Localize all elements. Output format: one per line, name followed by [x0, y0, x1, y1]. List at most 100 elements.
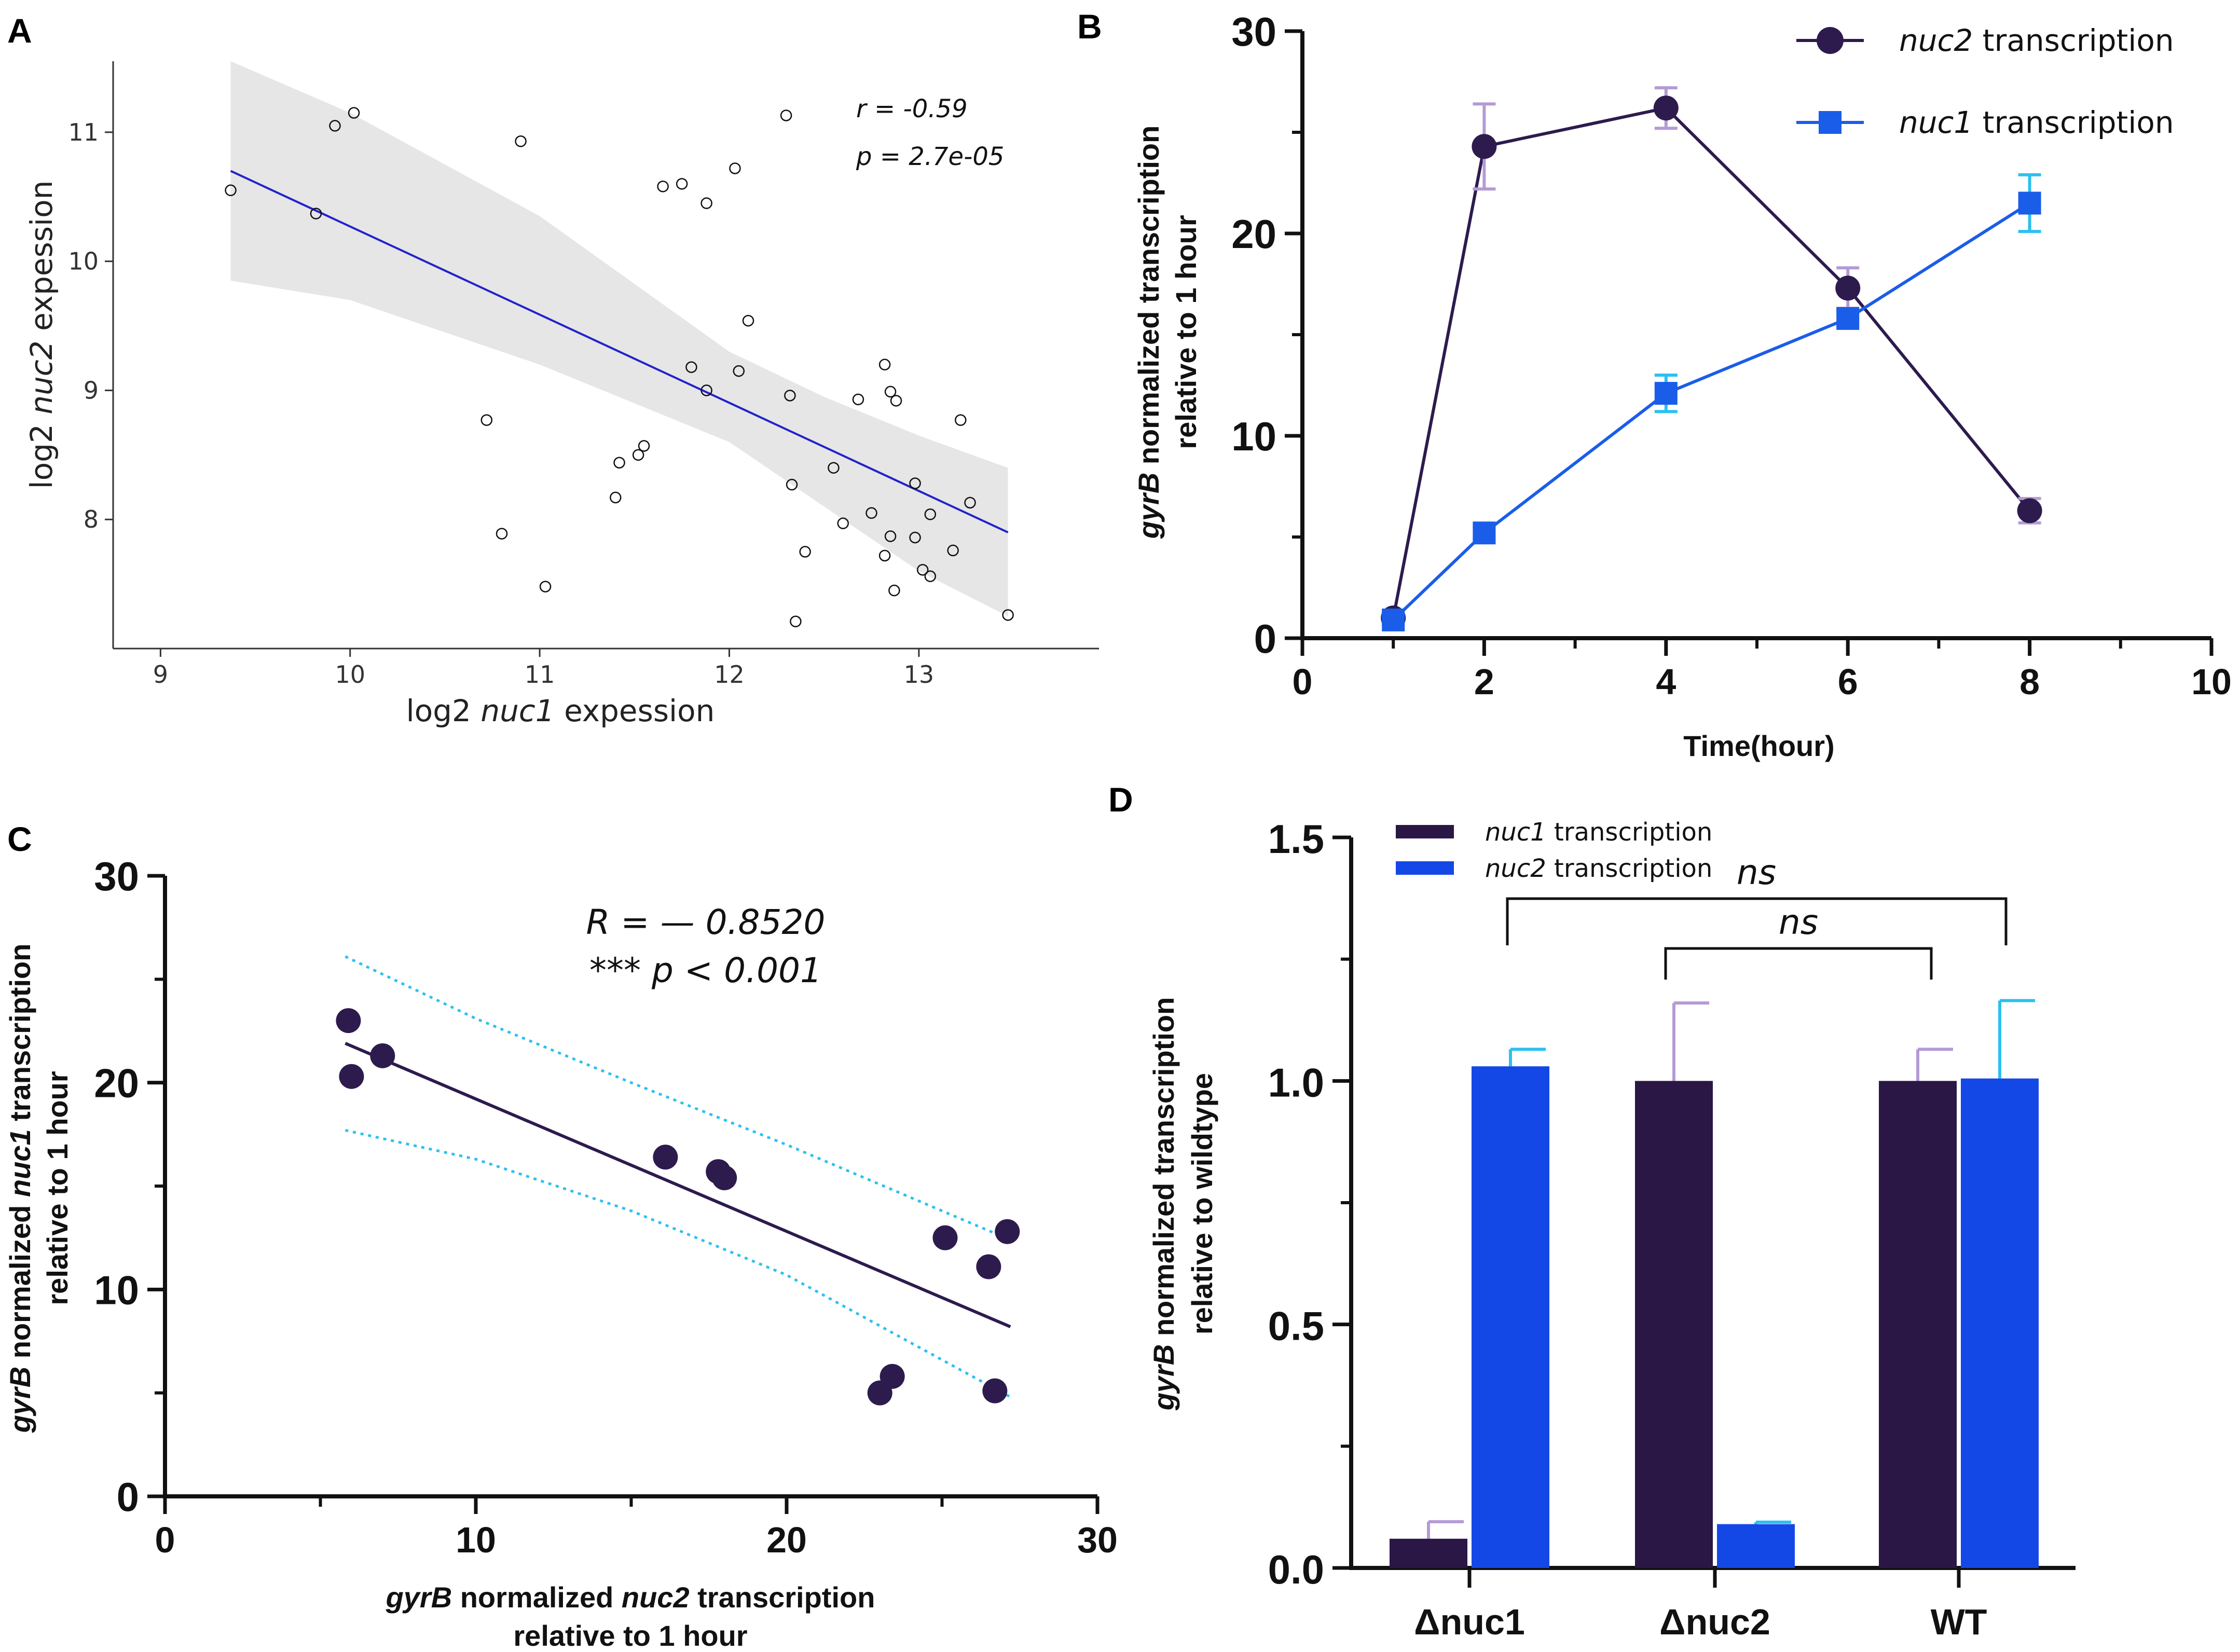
- b-x-tick-label: 10: [2191, 662, 2232, 702]
- a-point: [786, 478, 798, 491]
- b-legend-marker-nuc2: [1817, 27, 1844, 54]
- d-legend-label-nuc2: nuc2 transcription: [1485, 854, 1712, 883]
- c-point: [879, 1364, 905, 1389]
- c-point: [339, 1064, 364, 1089]
- b-y-axis-label-line1: gyrB normalized transcription: [1132, 126, 1165, 540]
- d-y-tick-label: 1.0: [1268, 1059, 1324, 1105]
- b-legend-label-nuc1: nuc1 transcription: [1899, 105, 2174, 140]
- b-legend-marker-nuc1: [1819, 111, 1842, 134]
- panel-c: C 0 10 20 30 0 10 20 30 R = — 0.8520 *** p < 0.…: [4, 820, 1118, 1652]
- a-point: [916, 563, 929, 576]
- a-point: [480, 414, 493, 426]
- a-x-tick-label: 12: [714, 660, 745, 689]
- a-point: [780, 109, 792, 121]
- d-bar-nuc1-0: [1390, 1538, 1467, 1568]
- a-point: [837, 517, 849, 529]
- b-y-tick-label: 0: [1254, 616, 1276, 662]
- c-x-tick-label: 10: [456, 1520, 496, 1560]
- c-confidence-lines: [345, 955, 1011, 1398]
- panel-label-d: D: [1108, 780, 1133, 819]
- c-ci-upper-line: [345, 955, 1011, 1242]
- b-legend: nuc2 transcription nuc1 transcription: [1796, 23, 2174, 140]
- c-x-tick-label: 20: [766, 1520, 807, 1560]
- a-point: [676, 178, 688, 190]
- a-point: [733, 365, 745, 377]
- a-point: [329, 120, 341, 132]
- panel-label-a: A: [7, 11, 32, 50]
- d-bracket-1: [1664, 947, 1933, 980]
- a-point: [890, 395, 902, 407]
- c-ci-lower-line: [345, 1128, 1011, 1398]
- a-point: [610, 491, 622, 504]
- a-x-tick-label: 9: [153, 660, 168, 689]
- d-bar-nuc2-1: [1717, 1524, 1795, 1568]
- b-y-tick-label: 10: [1231, 414, 1276, 459]
- c-point: [653, 1145, 678, 1170]
- d-y-axis-label-line2: relative to wildtype: [1186, 1073, 1218, 1334]
- b-nuc1-marker: [1836, 307, 1860, 330]
- a-point: [638, 440, 650, 452]
- b-x-tick-label: 8: [2019, 662, 2040, 702]
- c-x-axis-label-line2: relative to 1 hour: [513, 1619, 747, 1652]
- b-nuc1-line: [1392, 201, 2031, 622]
- panel-label-c: C: [7, 820, 32, 858]
- a-x-axis-label: log2 nuc1 expession: [406, 693, 715, 728]
- a-y-tick-label: 10: [68, 247, 99, 276]
- a-confidence-band: [230, 61, 1008, 616]
- c-stat-p: *** p < 0.001: [589, 951, 822, 990]
- a-point: [909, 477, 921, 489]
- d-bars: [1390, 999, 2039, 1568]
- a-point: [947, 544, 959, 557]
- a-point: [700, 384, 712, 396]
- c-point: [976, 1254, 1001, 1279]
- c-y-tick-label: 30: [94, 853, 139, 899]
- d-bracket-label-1: ns: [1779, 902, 1818, 942]
- d-bar-nuc2-0: [1472, 1066, 1549, 1568]
- a-ci-band-area: [230, 61, 1008, 616]
- d-legend-swatch-nuc2: [1396, 861, 1454, 875]
- panel-label-b: B: [1077, 7, 1102, 46]
- c-points: [336, 1008, 1020, 1406]
- b-x-tick-label: 4: [1656, 662, 1676, 702]
- d-legend-swatch-nuc1: [1396, 825, 1454, 838]
- a-point: [924, 570, 937, 582]
- a-point: [784, 390, 796, 402]
- d-y-axis-label-line1: gyrB normalized transcription: [1147, 997, 1180, 1411]
- b-nuc1-marker: [1473, 521, 1496, 545]
- b-nuc1-marker: [1654, 382, 1678, 405]
- a-point: [539, 581, 552, 593]
- d-bar-nuc1-2: [1879, 1081, 1957, 1568]
- b-legend-entry-nuc1: nuc1 transcription: [1796, 105, 2174, 140]
- b-nuc2-marker: [1472, 134, 1497, 159]
- a-point: [865, 507, 877, 519]
- a-point: [884, 386, 897, 398]
- a-y-tick-label: 11: [68, 118, 99, 146]
- b-y-axis-label-line2: relative to 1 hour: [1170, 215, 1202, 449]
- a-point: [964, 497, 976, 509]
- b-x-axis-label: Time(hour): [1683, 729, 1834, 762]
- c-point: [370, 1043, 395, 1068]
- a-stat-r: r = -0.59: [856, 94, 968, 123]
- a-point: [225, 184, 237, 197]
- c-stat-r: R = — 0.8520: [586, 902, 825, 942]
- c-point: [982, 1378, 1008, 1403]
- b-series: [1381, 86, 2042, 631]
- b-legend-entry-nuc2: nuc2 transcription: [1796, 23, 2174, 58]
- b-nuc1-marker: [2018, 191, 2041, 215]
- c-axes: 0 10 20 30 0 10 20 30: [94, 853, 1118, 1560]
- b-nuc2-marker: [2017, 498, 2042, 524]
- c-point: [336, 1008, 361, 1034]
- c-regression-line: [345, 1042, 1011, 1328]
- a-point: [515, 135, 527, 147]
- b-nuc1-marker: [1382, 608, 1405, 631]
- a-y-tick-label: 9: [84, 376, 99, 404]
- b-axes: 0 2 4 6 8 10 0 10 20 30: [1231, 9, 2232, 702]
- a-x-tick-label: 10: [335, 660, 365, 689]
- a-points: [225, 107, 1014, 628]
- c-y-axis-label-line2: relative to 1 hour: [41, 1071, 74, 1305]
- a-point: [657, 181, 669, 192]
- a-point: [924, 508, 937, 520]
- a-point: [742, 314, 754, 327]
